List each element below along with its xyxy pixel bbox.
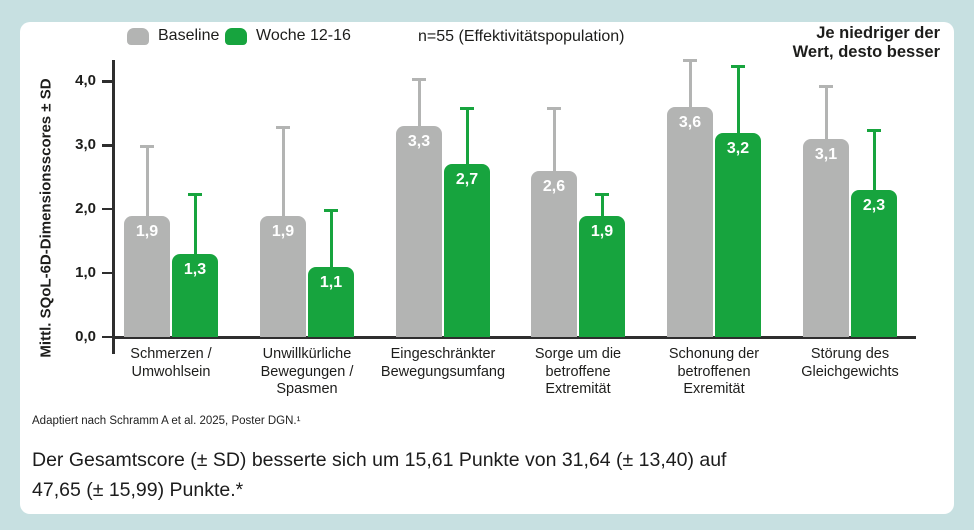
bar-baseline-4: 3,6 — [667, 106, 713, 337]
error-bar-stem — [193, 193, 197, 266]
plot-area: Mittl. SQoL-6D-Dimensionsscores ± SD 0,0… — [20, 22, 954, 514]
y-tick-mark — [102, 80, 112, 83]
error-bar-stem — [465, 106, 469, 177]
error-bar-cap — [412, 78, 426, 82]
y-tick-mark — [102, 207, 112, 211]
error-bar-stem — [736, 65, 740, 145]
error-bar-cap — [460, 106, 474, 110]
reading-hint: Je niedriger der Wert, desto besser — [792, 24, 940, 61]
bar-woche-12-16-4: 3,2 — [715, 132, 761, 337]
category-label: Störung des Gleichgewichts — [801, 346, 899, 380]
population-note: n=55 (Effektivitätspopulation) — [418, 28, 625, 45]
bar-woche-12-16-3: 1,9 — [579, 215, 625, 337]
bar-baseline-1: 1,9 — [260, 215, 306, 337]
error-bar-cap — [731, 65, 745, 69]
error-bar-stem — [872, 129, 876, 203]
bar-woche-12-16-5: 2,3 — [851, 190, 897, 337]
error-bar-stem — [688, 59, 692, 119]
bar-value-label: 3,1 — [814, 145, 838, 163]
y-tick-label: 0,0 — [75, 328, 96, 345]
y-tick-label: 2,0 — [75, 200, 96, 218]
y-tick-mark — [102, 271, 112, 275]
category-label: Schonung der betroffenen Exremität — [668, 346, 760, 397]
error-bar-cap — [140, 145, 154, 149]
y-tick-label: 3,0 — [75, 136, 96, 154]
bar-value-label: 1,3 — [183, 260, 207, 278]
legend-label-week: Woche 12-16 — [256, 27, 351, 44]
bar-value-label: 3,2 — [726, 139, 750, 157]
bar-value-label: 2,6 — [542, 177, 566, 195]
week-swatch-icon — [225, 27, 247, 45]
error-bar-cap — [276, 126, 290, 130]
bar-value-label: 3,3 — [407, 133, 431, 151]
chart-card: Baseline Woche 12-16 n=55 (Effektivitäts… — [20, 22, 954, 514]
source-footnote: Adaptiert nach Schramm A et al. 2025, Po… — [32, 415, 301, 427]
category-label: Schmerzen / Umwohlsein — [130, 346, 212, 380]
y-tick-mark — [102, 144, 112, 147]
summary-text: Der Gesamtscore (± SD) besserte sich um … — [32, 449, 727, 501]
baseline-swatch-icon — [127, 27, 149, 45]
bar-value-label: 2,7 — [455, 171, 479, 189]
bar-baseline-3: 2,6 — [531, 170, 577, 337]
y-axis-line — [112, 60, 115, 354]
y-tick-label: 4,0 — [75, 72, 96, 90]
category-label: Eingeschränkter Bewegungsumfang — [380, 346, 506, 380]
bar-value-label: 1,9 — [271, 222, 295, 240]
y-tick-mark — [102, 335, 112, 339]
legend-label-baseline: Baseline — [158, 27, 220, 44]
error-bar-stem — [281, 126, 285, 228]
error-bar-stem — [329, 209, 333, 279]
error-bar-stem — [600, 193, 604, 228]
bar-baseline-0: 1,9 — [124, 215, 170, 337]
error-bar-cap — [595, 193, 609, 197]
bar-woche-12-16-0: 1,3 — [172, 253, 218, 337]
bar-value-label: 2,3 — [862, 197, 886, 215]
y-tick-label: 1,0 — [75, 264, 96, 282]
error-bar-stem — [552, 106, 556, 183]
bar-value-label: 1,9 — [590, 222, 614, 240]
bar-woche-12-16-1: 1,1 — [308, 266, 354, 337]
legend-item-week: Woche 12-16 — [225, 27, 351, 45]
error-bar-stem — [145, 145, 149, 228]
category-label: Unwillkürliche Bewegungen / Spasmen — [260, 346, 354, 397]
bar-value-label: 3,6 — [678, 113, 702, 131]
bar-value-label: 1,1 — [319, 273, 343, 291]
bar-value-label: 1,9 — [135, 222, 159, 240]
bar-woche-12-16-2: 2,7 — [444, 164, 490, 337]
error-bar-stem — [824, 84, 828, 151]
error-bar-cap — [683, 59, 697, 63]
error-bar-cap — [819, 84, 833, 88]
bar-baseline-2: 3,3 — [396, 126, 442, 337]
category-label: Sorge um die betroffene Extremität — [534, 346, 622, 397]
error-bar-cap — [188, 193, 202, 197]
bar-baseline-5: 3,1 — [803, 138, 849, 337]
error-bar-stem — [417, 78, 421, 139]
x-axis-line — [112, 336, 916, 339]
error-bar-cap — [324, 209, 338, 213]
legend-item-baseline: Baseline — [127, 27, 219, 45]
error-bar-cap — [547, 106, 561, 110]
error-bar-cap — [867, 129, 881, 133]
